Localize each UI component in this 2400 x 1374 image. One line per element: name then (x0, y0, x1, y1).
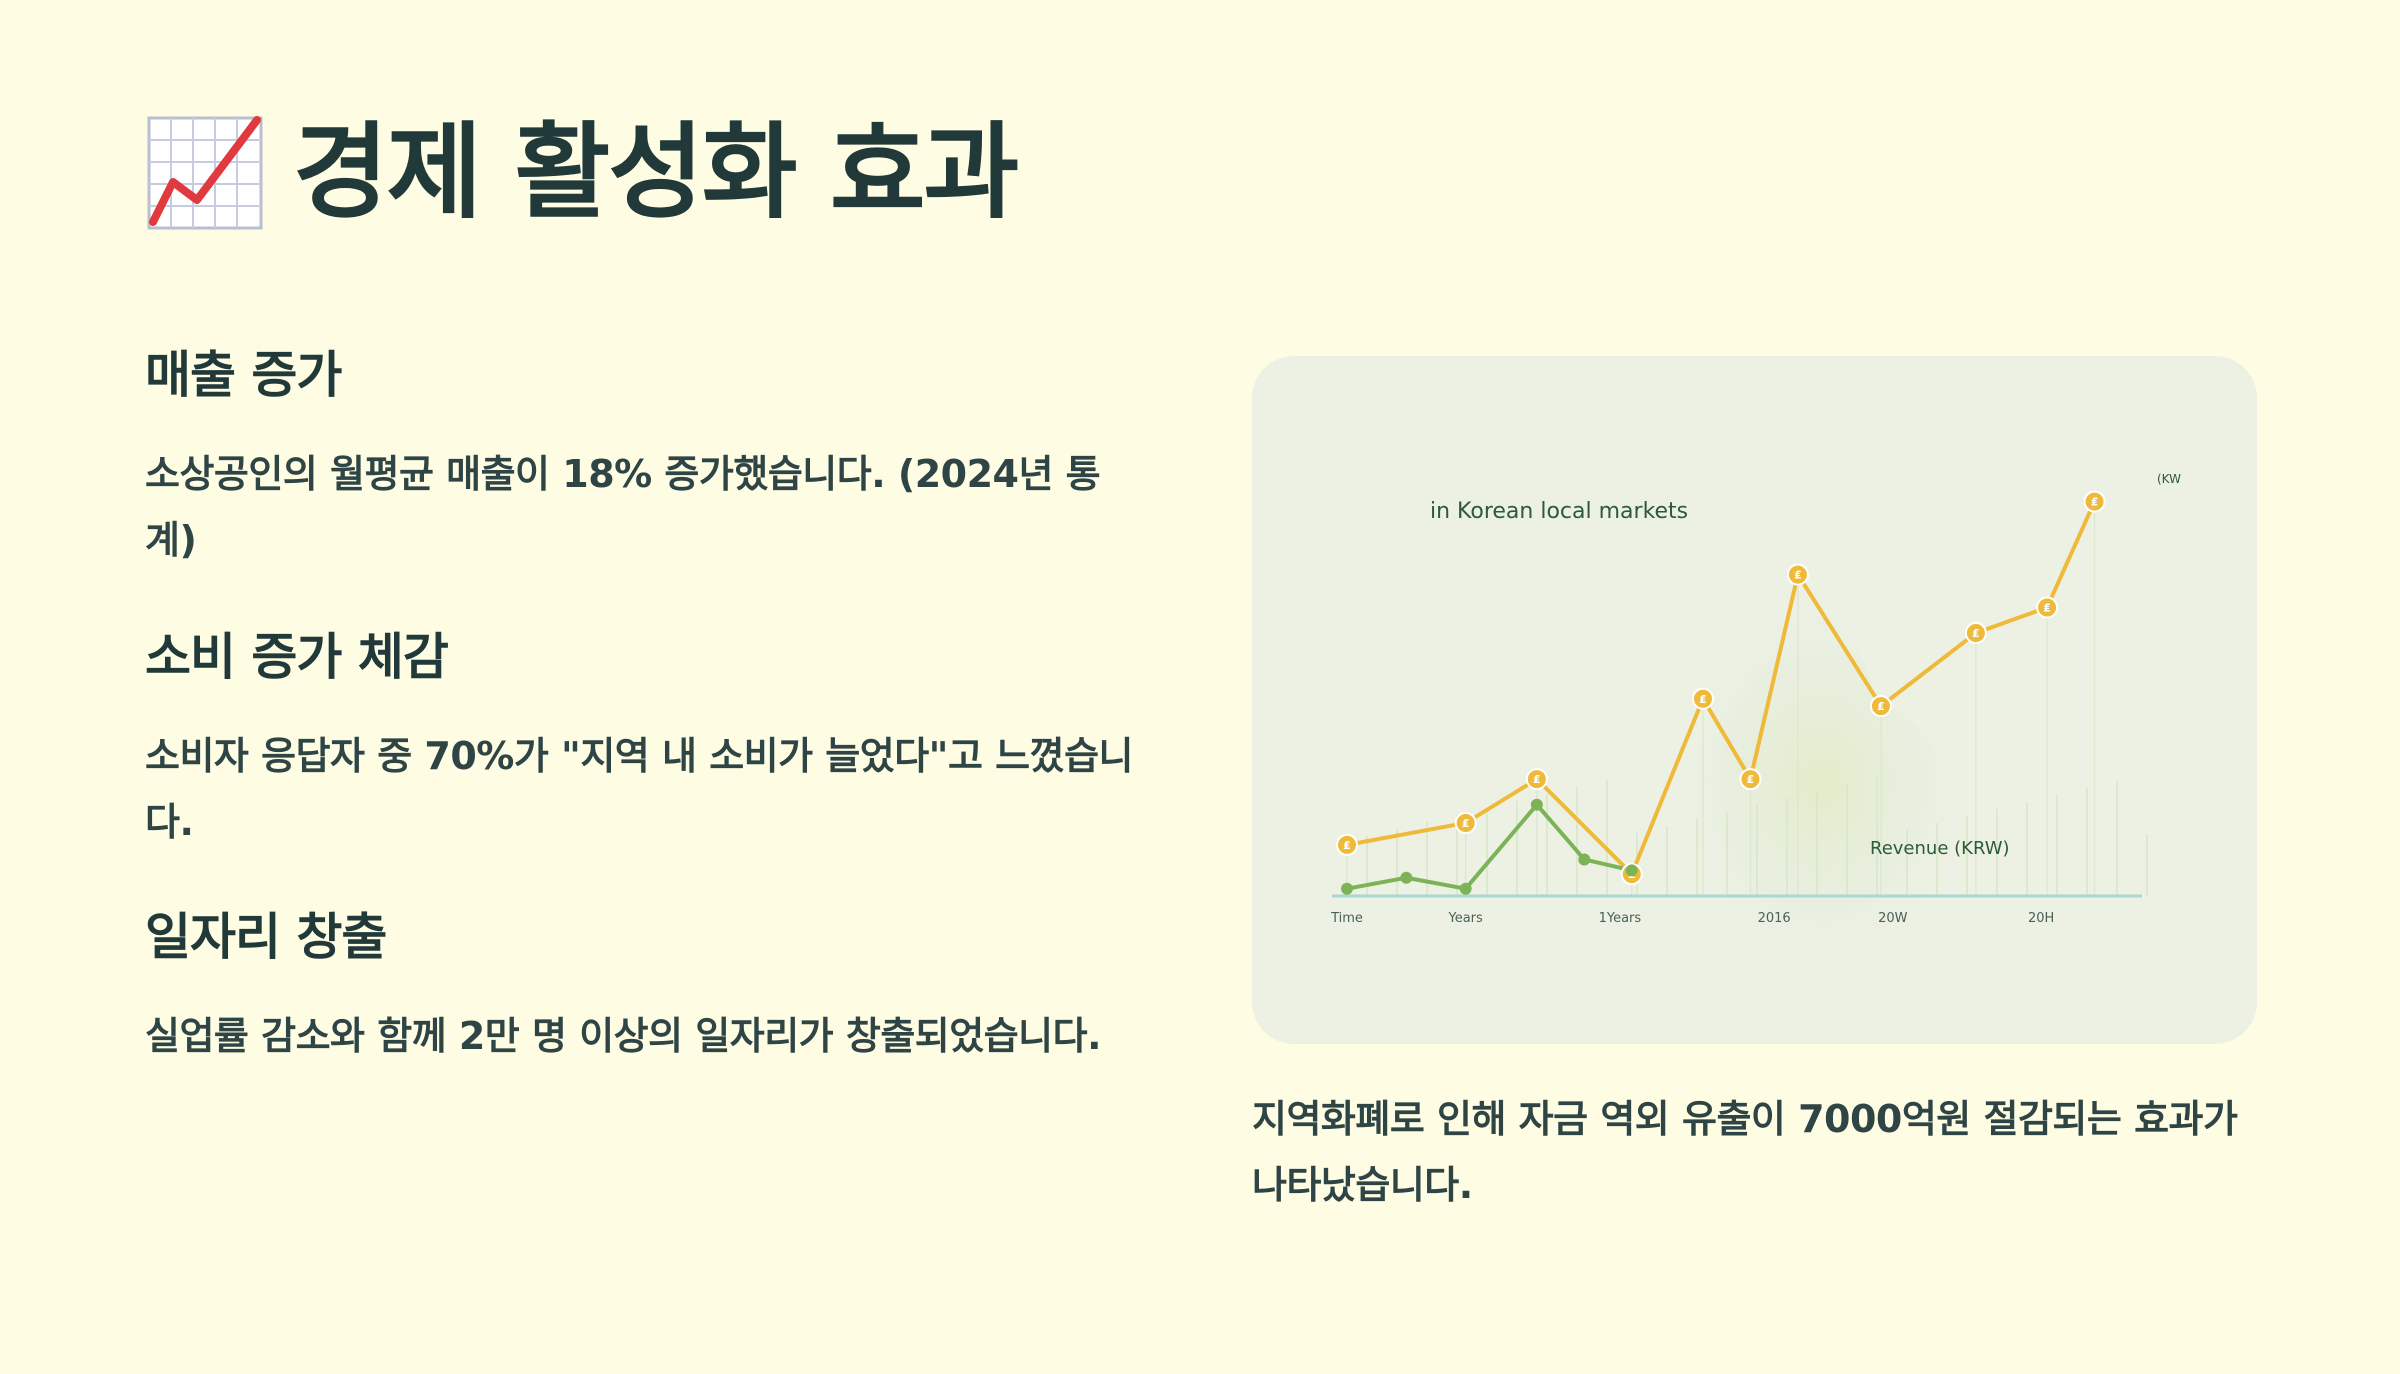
svg-text:₤: ₤ (1533, 773, 1541, 786)
svg-text:₤: ₤ (1343, 839, 1351, 852)
coin-marker: ₤ (1691, 687, 1714, 710)
coin-marker: ₤ (1964, 622, 1987, 645)
coin-marker: ₤ (1786, 563, 1809, 586)
coin-marker: ₤ (1739, 768, 1762, 791)
section-job-creation: 일자리 창출 실업률 감소와 함께 2만 명 이상의 일자리가 창출되었습니다. (145, 907, 1102, 1069)
section-heading: 매출 증가 (145, 346, 342, 404)
chart-increasing-icon (147, 116, 263, 230)
svg-text:₤: ₤ (2091, 496, 2099, 509)
data-point (1625, 864, 1638, 877)
revenue-chart: in Korean local markets Revenue (KRW) (K… (1330, 472, 2181, 960)
coin-marker: ₤ (1336, 833, 1358, 856)
series-line-green (1346, 802, 1633, 891)
coin-marker: ₤ (1525, 768, 1548, 791)
coin-marker: ₤ (1869, 695, 1892, 718)
x-tick-label: 1Years (1599, 911, 1642, 926)
svg-text:₤: ₤ (1747, 773, 1755, 786)
svg-text:₤: ₤ (1972, 627, 1980, 640)
chart-caption: 지역화폐로 인해 자금 역외 유출이 7000억원 절감되는 효과가 나타났습니… (1252, 1097, 2238, 1207)
page-title: 경제 활성화 효과 (145, 111, 1019, 233)
svg-text:₤: ₤ (1699, 693, 1707, 706)
data-point (1400, 871, 1413, 884)
data-point (1459, 882, 1472, 895)
coin-marker: ₤ (1454, 811, 1477, 834)
x-tick-label: 2016 (1758, 911, 1791, 926)
x-tick-labels: Time Years 1Years 2016 20W 20H (1330, 911, 2054, 926)
chart-title: in Korean local markets (1430, 499, 1688, 524)
series-label: Revenue (KRW) (1870, 838, 2010, 859)
section-text: 소상공인의 월평균 매출이 18% 증가했습니다. (2024년 통계) (145, 452, 1101, 562)
svg-text:₤: ₤ (2043, 601, 2051, 614)
x-tick-label: Years (1448, 911, 1484, 926)
section-heading: 소비 증가 체감 (145, 628, 449, 686)
svg-text:₤: ₤ (1462, 817, 1470, 830)
x-tick-label: Time (1330, 911, 1363, 926)
section-sales-increase: 매출 증가 소상공인의 월평균 매출이 18% 증가했습니다. (2024년 통… (145, 345, 1145, 573)
grid-lines (1346, 501, 2148, 896)
section-text: 실업률 감소와 함께 2만 명 이상의 일자리가 창출되었습니다. (145, 1014, 1102, 1058)
data-point (1530, 798, 1543, 811)
svg-text:₤: ₤ (1794, 569, 1802, 582)
chart-card: in Korean local markets Revenue (KRW) (K… (1252, 356, 2257, 1044)
data-point (1578, 853, 1591, 866)
x-tick-label: 20W (1878, 911, 1908, 926)
section-heading: 일자리 창출 (145, 908, 387, 966)
coin-marker: ₤ (2083, 490, 2106, 513)
section-text: 소비자 응답자 중 70%가 "지역 내 소비가 늘었다"고 느꼈습니다. (145, 734, 1134, 844)
x-tick-label: 20H (2028, 911, 2054, 926)
corner-label: (KW (2157, 472, 2181, 486)
title-text: 경제 활성화 효과 (293, 111, 1019, 233)
coin-marker: ₤ (2036, 596, 2059, 619)
series-points: ₤₤₤₤₤₤₤₤₤₤₤ (1336, 490, 2106, 895)
svg-text:₤: ₤ (1877, 700, 1885, 713)
section-consumption-increase: 소비 증가 체감 소비자 응답자 중 70%가 "지역 내 소비가 늘었다"고 … (145, 627, 1145, 855)
map-silhouette (1679, 605, 1966, 960)
data-point (1341, 882, 1353, 895)
